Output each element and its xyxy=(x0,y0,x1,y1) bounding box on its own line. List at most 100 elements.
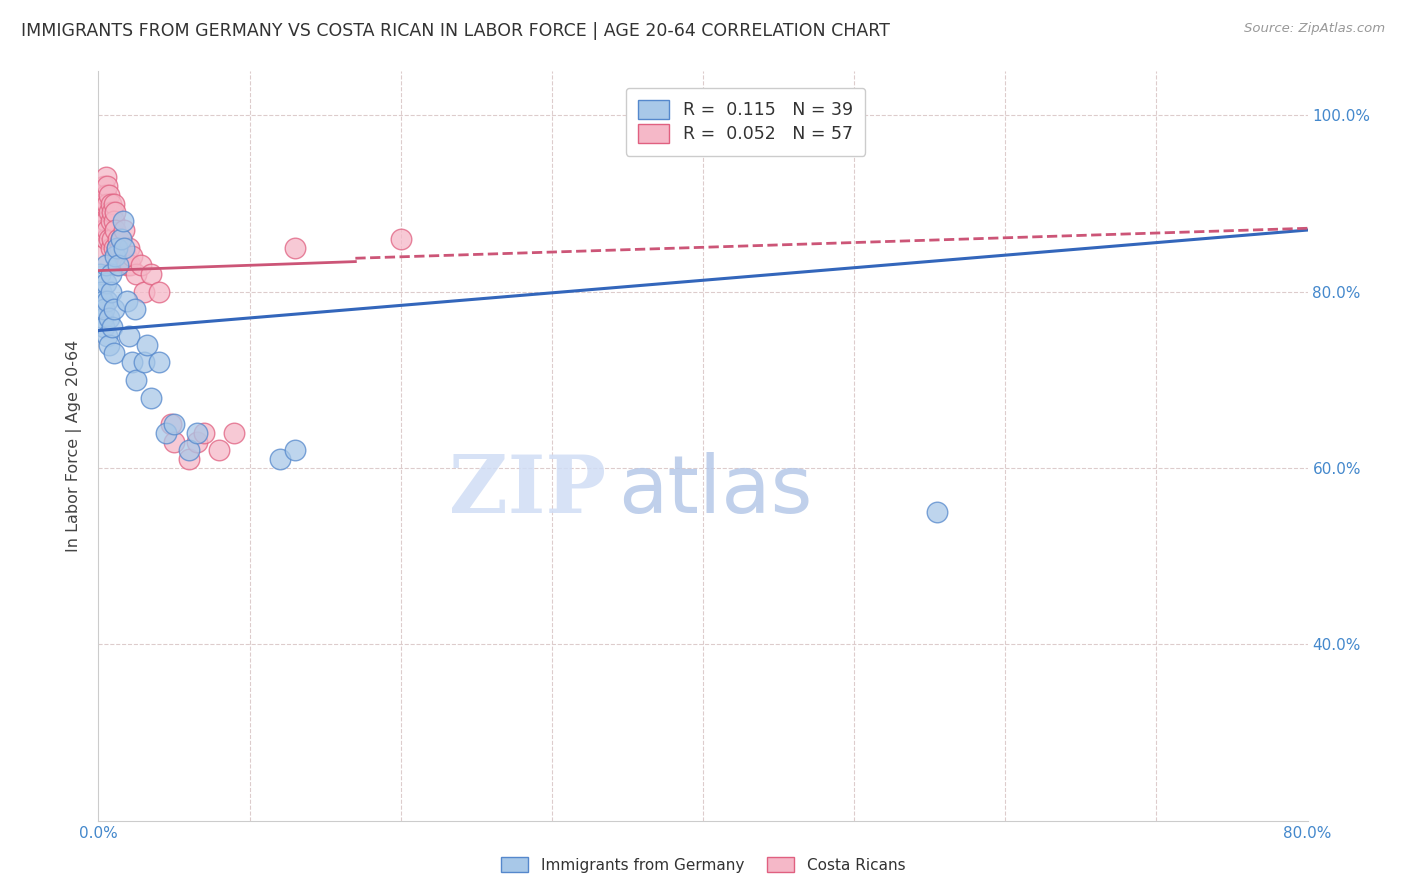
Point xyxy=(179,452,201,467)
Point xyxy=(103,346,125,360)
Point xyxy=(160,417,183,431)
Point xyxy=(179,443,201,458)
Text: Source: ZipAtlas.com: Source: ZipAtlas.com xyxy=(1244,22,1385,36)
Point xyxy=(284,443,307,458)
Point xyxy=(96,178,118,193)
Point xyxy=(112,241,135,255)
Point xyxy=(104,223,127,237)
Point xyxy=(91,205,114,219)
Point xyxy=(100,196,122,211)
Point xyxy=(148,285,170,299)
Point xyxy=(121,250,143,264)
Point xyxy=(90,285,112,299)
Point xyxy=(94,276,117,290)
Point xyxy=(105,241,128,255)
Point xyxy=(93,320,115,334)
Point xyxy=(94,187,117,202)
Point xyxy=(110,232,132,246)
Legend: R =  0.115   N = 39, R =  0.052   N = 57: R = 0.115 N = 39, R = 0.052 N = 57 xyxy=(626,87,865,155)
Point xyxy=(96,293,118,308)
Point xyxy=(124,302,146,317)
Point xyxy=(91,223,114,237)
Point xyxy=(141,267,163,281)
Point xyxy=(90,214,112,228)
Point xyxy=(93,196,115,211)
Point xyxy=(186,425,208,440)
Point xyxy=(100,241,122,255)
Point xyxy=(101,320,124,334)
Point xyxy=(148,355,170,369)
Point xyxy=(115,293,138,308)
Point xyxy=(118,241,141,255)
Point xyxy=(98,187,121,202)
Point xyxy=(98,232,121,246)
Point xyxy=(89,223,111,237)
Point xyxy=(121,355,143,369)
Point xyxy=(132,285,155,299)
Point xyxy=(107,232,129,246)
Point xyxy=(91,187,114,202)
Point xyxy=(91,293,114,308)
Point xyxy=(132,355,155,369)
Point xyxy=(104,205,127,219)
Point xyxy=(208,443,231,458)
Point xyxy=(103,214,125,228)
Point xyxy=(94,232,117,246)
Point xyxy=(111,250,134,264)
Point xyxy=(135,337,157,351)
Point xyxy=(94,258,117,272)
Point xyxy=(163,434,186,449)
Point xyxy=(112,223,135,237)
Point xyxy=(103,241,125,255)
Point xyxy=(186,434,208,449)
Point xyxy=(108,241,131,255)
Point xyxy=(163,417,186,431)
Point xyxy=(94,214,117,228)
Point xyxy=(98,311,121,326)
Point xyxy=(269,452,291,467)
Point xyxy=(89,267,111,281)
Point xyxy=(129,258,152,272)
Point xyxy=(91,311,114,326)
Point xyxy=(101,205,124,219)
Point xyxy=(114,250,136,264)
Point xyxy=(115,258,138,272)
Point xyxy=(103,196,125,211)
Point xyxy=(105,241,128,255)
Point xyxy=(93,302,115,317)
Point xyxy=(284,241,307,255)
Point xyxy=(93,223,115,237)
Point xyxy=(89,250,111,264)
Point xyxy=(98,337,121,351)
Point xyxy=(101,232,124,246)
Point xyxy=(100,285,122,299)
Y-axis label: In Labor Force | Age 20-64: In Labor Force | Age 20-64 xyxy=(66,340,83,552)
Point xyxy=(125,267,148,281)
Point xyxy=(100,267,122,281)
Point xyxy=(389,232,412,246)
Text: IMMIGRANTS FROM GERMANY VS COSTA RICAN IN LABOR FORCE | AGE 20-64 CORRELATION CH: IMMIGRANTS FROM GERMANY VS COSTA RICAN I… xyxy=(21,22,890,40)
Point xyxy=(94,170,117,185)
Point xyxy=(105,258,128,272)
Point xyxy=(118,328,141,343)
Point xyxy=(107,258,129,272)
Text: ZIP: ZIP xyxy=(450,452,606,530)
Point xyxy=(98,205,121,219)
Point xyxy=(125,373,148,387)
Point xyxy=(103,302,125,317)
Point xyxy=(93,178,115,193)
Point xyxy=(100,214,122,228)
Text: atlas: atlas xyxy=(619,452,813,530)
Point xyxy=(104,250,127,264)
Point xyxy=(96,196,118,211)
Point xyxy=(120,258,142,272)
Point xyxy=(224,425,246,440)
Point xyxy=(107,250,129,264)
Point xyxy=(110,232,132,246)
Point xyxy=(96,328,118,343)
Point xyxy=(96,223,118,237)
Point xyxy=(90,196,112,211)
Point xyxy=(155,425,177,440)
Point xyxy=(193,425,215,440)
Point xyxy=(141,391,163,405)
